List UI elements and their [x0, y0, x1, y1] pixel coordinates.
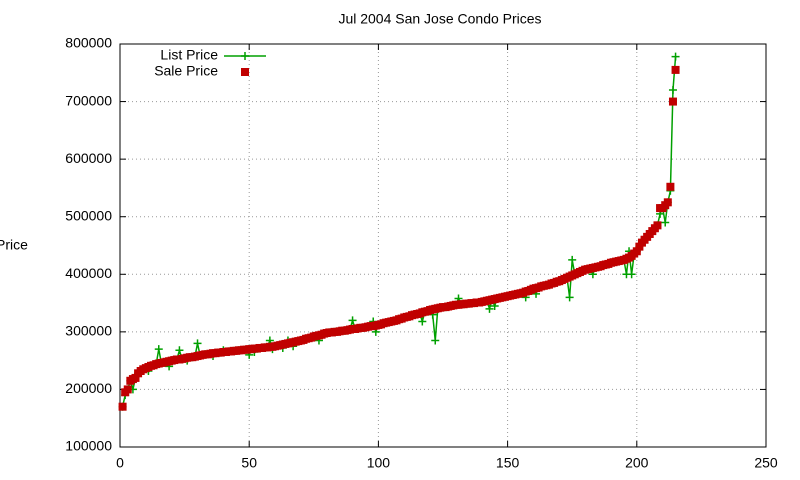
- sale-price-point: [632, 247, 641, 256]
- plot-frame: [119, 43, 767, 448]
- x-tick-label: 100: [367, 455, 391, 471]
- list-price-point: [661, 218, 670, 227]
- legend-marker: [241, 52, 249, 60]
- y-tick-label: 800000: [65, 35, 112, 51]
- list-price-point: [671, 52, 680, 61]
- y-tick-label: 200000: [65, 380, 112, 396]
- chart-title: Jul 2004 San Jose Condo Prices: [338, 11, 541, 27]
- y-tick-label: 100000: [65, 438, 112, 454]
- list-price-point: [348, 316, 357, 325]
- x-tick-label: 50: [241, 455, 257, 471]
- list-price-point: [431, 336, 440, 345]
- sale-price-point: [123, 385, 132, 394]
- sale-price-point: [666, 182, 675, 191]
- list-price-point: [485, 304, 494, 313]
- list-price-point: [418, 317, 427, 326]
- x-tick-label: 150: [496, 455, 520, 471]
- list-price-point: [565, 293, 574, 302]
- sale-price-point: [653, 221, 662, 230]
- y-tick-label: 700000: [65, 92, 112, 108]
- list-price-point: [668, 86, 677, 95]
- list-price-point: [175, 346, 184, 355]
- y-tick-label: 400000: [65, 265, 112, 281]
- x-tick-label: 0: [116, 455, 124, 471]
- sale-price-point: [671, 65, 680, 74]
- sale-price-point: [635, 242, 644, 251]
- list-price-point: [193, 339, 202, 348]
- x-tick-label: 200: [625, 455, 649, 471]
- x-tick-label: 250: [754, 455, 778, 471]
- list-price-point: [568, 255, 577, 264]
- y-tick-label: 300000: [65, 323, 112, 339]
- sale-price-point: [668, 97, 677, 106]
- y-tick-label: 600000: [65, 150, 112, 166]
- y-tick-label: 500000: [65, 207, 112, 223]
- sale-price-point: [663, 198, 672, 207]
- sale-price-point: [118, 402, 127, 411]
- list-price-point: [154, 345, 163, 354]
- legend-label: List Price: [160, 47, 218, 63]
- list-price-point: [627, 270, 636, 279]
- legend-marker: [241, 68, 249, 76]
- legend-label: Sale Price: [154, 63, 218, 79]
- y-axis-label: Price: [0, 237, 28, 253]
- sale-price-point: [131, 373, 140, 382]
